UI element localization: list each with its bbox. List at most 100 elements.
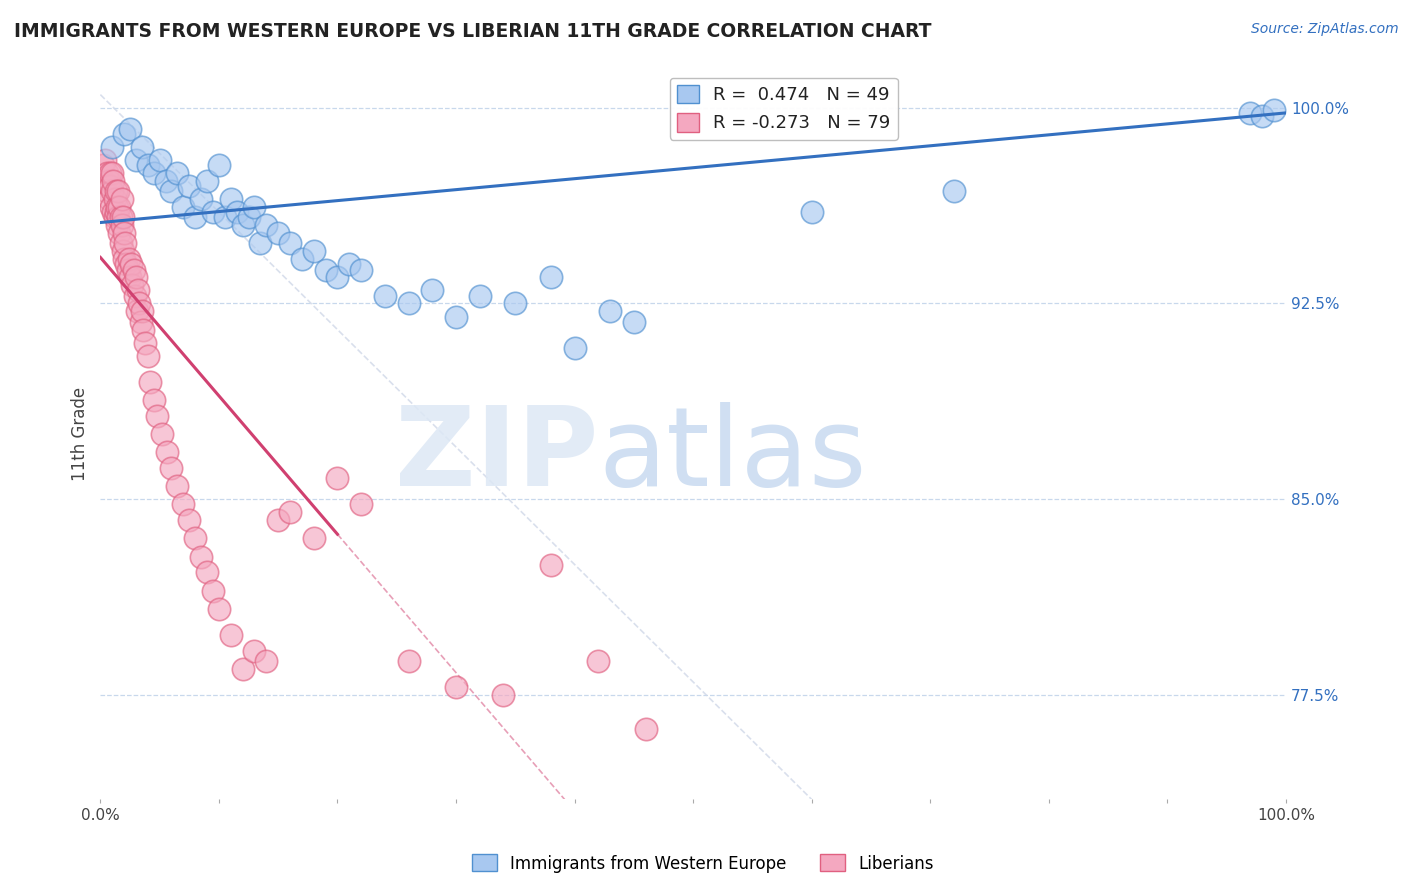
- Point: [1239, 106, 1261, 120]
- Point: [219, 628, 242, 642]
- Point: [291, 252, 314, 266]
- Point: [107, 211, 129, 225]
- Point: [136, 349, 159, 363]
- Point: [190, 549, 212, 564]
- Point: [267, 513, 290, 527]
- Point: [112, 226, 135, 240]
- Point: [195, 174, 218, 188]
- Point: [267, 226, 290, 240]
- Point: [219, 192, 242, 206]
- Point: [101, 140, 124, 154]
- Point: [129, 315, 152, 329]
- Point: [249, 236, 271, 251]
- Point: [398, 654, 420, 668]
- Point: [172, 200, 194, 214]
- Point: [108, 200, 131, 214]
- Legend: R =  0.474   N = 49, R = -0.273   N = 79: R = 0.474 N = 49, R = -0.273 N = 79: [669, 78, 897, 140]
- Point: [108, 226, 131, 240]
- Point: [127, 284, 149, 298]
- Point: [142, 392, 165, 407]
- Point: [97, 174, 120, 188]
- Point: [131, 140, 153, 154]
- Point: [160, 461, 183, 475]
- Point: [118, 270, 141, 285]
- Point: [184, 532, 207, 546]
- Point: [112, 252, 135, 266]
- Point: [117, 262, 139, 277]
- Point: [160, 184, 183, 198]
- Point: [122, 262, 145, 277]
- Point: [136, 158, 159, 172]
- Point: [131, 304, 153, 318]
- Point: [315, 262, 337, 277]
- Point: [184, 211, 207, 225]
- Point: [96, 184, 118, 198]
- Point: [111, 244, 134, 259]
- Text: Source: ZipAtlas.com: Source: ZipAtlas.com: [1251, 22, 1399, 37]
- Point: [179, 179, 201, 194]
- Point: [103, 174, 125, 188]
- Point: [225, 205, 247, 219]
- Point: [278, 505, 301, 519]
- Point: [943, 184, 966, 198]
- Point: [800, 205, 823, 219]
- Point: [243, 643, 266, 657]
- Point: [142, 166, 165, 180]
- Point: [195, 566, 218, 580]
- Text: atlas: atlas: [599, 402, 868, 509]
- Point: [201, 205, 224, 219]
- Point: [350, 498, 373, 512]
- Point: [97, 192, 120, 206]
- Point: [468, 288, 491, 302]
- Point: [96, 166, 118, 180]
- Point: [505, 296, 527, 310]
- Point: [146, 409, 169, 423]
- Point: [278, 236, 301, 251]
- Point: [623, 315, 645, 329]
- Point: [208, 602, 231, 616]
- Point: [444, 310, 467, 324]
- Point: [98, 179, 121, 194]
- Point: [1263, 103, 1285, 118]
- Y-axis label: 11th Grade: 11th Grade: [72, 387, 89, 481]
- Point: [398, 296, 420, 310]
- Point: [103, 192, 125, 206]
- Text: ZIP: ZIP: [395, 402, 599, 509]
- Point: [201, 583, 224, 598]
- Point: [564, 341, 586, 355]
- Point: [111, 218, 134, 232]
- Point: [208, 158, 231, 172]
- Point: [115, 257, 138, 271]
- Point: [254, 654, 277, 668]
- Point: [98, 166, 121, 180]
- Point: [105, 218, 128, 232]
- Point: [127, 304, 149, 318]
- Point: [190, 192, 212, 206]
- Point: [540, 558, 562, 572]
- Point: [103, 205, 125, 219]
- Point: [302, 532, 325, 546]
- Point: [134, 335, 156, 350]
- Text: IMMIGRANTS FROM WESTERN EUROPE VS LIBERIAN 11TH GRADE CORRELATION CHART: IMMIGRANTS FROM WESTERN EUROPE VS LIBERI…: [14, 22, 932, 41]
- Point: [128, 296, 150, 310]
- Point: [105, 200, 128, 214]
- Point: [156, 445, 179, 459]
- Point: [93, 174, 115, 188]
- Point: [420, 284, 443, 298]
- Point: [232, 218, 254, 232]
- Point: [114, 236, 136, 251]
- Point: [124, 288, 146, 302]
- Point: [337, 257, 360, 271]
- Point: [111, 192, 134, 206]
- Point: [101, 166, 124, 180]
- Point: [599, 304, 621, 318]
- Point: [94, 153, 117, 167]
- Point: [232, 662, 254, 676]
- Point: [118, 121, 141, 136]
- Point: [540, 270, 562, 285]
- Point: [172, 498, 194, 512]
- Point: [139, 375, 162, 389]
- Legend: Immigrants from Western Europe, Liberians: Immigrants from Western Europe, Liberian…: [465, 847, 941, 880]
- Point: [132, 322, 155, 336]
- Point: [155, 174, 177, 188]
